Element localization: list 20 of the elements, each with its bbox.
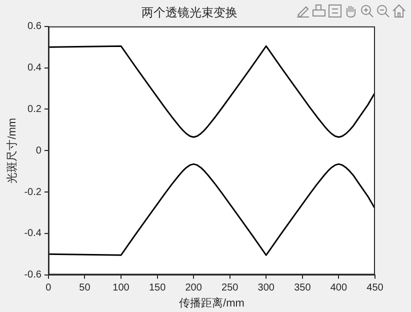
x-tick-label: 250 — [222, 282, 239, 294]
y-tick-label: 0 — [36, 145, 42, 156]
y-tick-label: -0.4 — [24, 228, 42, 240]
y-tick-label: 0.6 — [28, 21, 42, 32]
y-tick-label: -0.2 — [24, 186, 42, 198]
x-tick-label: 450 — [366, 282, 384, 294]
x-tick-label: 0 — [46, 282, 52, 294]
x-tick-label: 50 — [79, 282, 91, 294]
chart-title: 两个透镜光束变换 — [142, 6, 238, 20]
y-axis-title: 光斑尺寸/mm — [6, 118, 19, 184]
y-tick-label: 0.4 — [28, 62, 42, 74]
y-tick-label: 0.2 — [28, 104, 42, 115]
x-tick-label: 100 — [112, 282, 130, 294]
y-tick-label: -0.6 — [24, 270, 42, 281]
x-tick-label: 350 — [294, 282, 312, 294]
x-tick-label: 200 — [185, 282, 202, 294]
x-tick-label: 150 — [148, 282, 166, 294]
x-tick-label: 300 — [258, 282, 275, 294]
x-axis-title: 传播距离/mm — [179, 296, 244, 310]
x-tick-label: 400 — [330, 282, 348, 294]
